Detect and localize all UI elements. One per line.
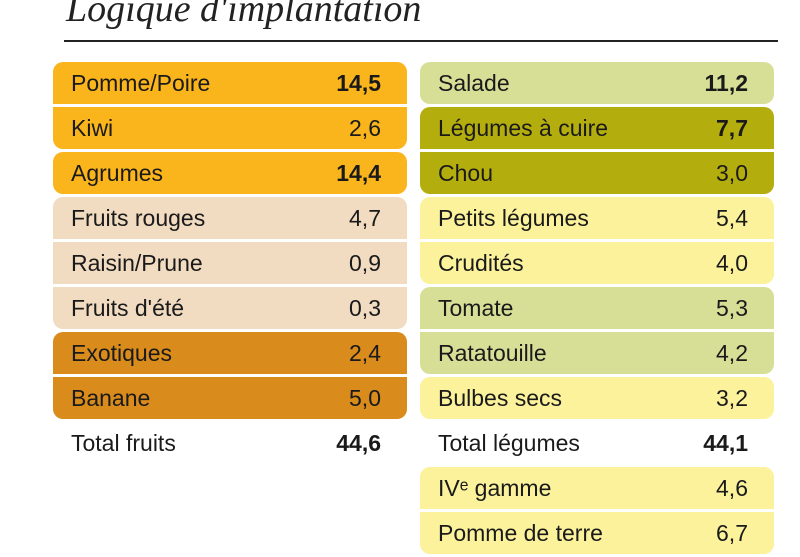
row-value: 5,3 [716, 294, 748, 321]
row-label: Chou [438, 159, 493, 186]
row-label: Kiwi [71, 114, 114, 141]
row-value: 3,2 [716, 384, 748, 411]
table-row: Kiwi 2,6 [53, 107, 407, 149]
row-label: Salade [438, 69, 510, 96]
row-value: 4,0 [716, 249, 748, 276]
row-value: 6,7 [716, 519, 748, 546]
row-value: 44,1 [703, 429, 748, 456]
row-label: Crudités [438, 249, 524, 276]
row-value: 44,6 [336, 429, 381, 456]
table-row: Pomme/Poire 14,5 [53, 62, 407, 104]
row-label: Banane [71, 384, 151, 411]
row-value: 11,2 [704, 69, 749, 96]
title-rule [64, 40, 778, 42]
row-value: 5,0 [349, 384, 381, 411]
row-value: 4,7 [349, 204, 381, 231]
row-label: Légumes à cuire [438, 114, 609, 141]
table-row: Ratatouille 4,2 [420, 332, 774, 374]
row-value: 14,5 [336, 69, 381, 96]
row-label: Total légumes [438, 429, 580, 456]
table-row: Fruits rouges 4,7 [53, 197, 407, 239]
row-label: Petits légumes [438, 204, 589, 231]
table-row: Raisin/Prune 0,9 [53, 242, 407, 284]
table-row: Agrumes 14,4 [53, 152, 407, 194]
row-label: Fruits rouges [71, 204, 206, 231]
table-row: Crudités 4,0 [420, 242, 774, 284]
row-value: 4,6 [716, 474, 748, 501]
row-value: 4,2 [716, 339, 748, 366]
table-row: Petits légumes 5,4 [420, 197, 774, 239]
vegetables-column: Salade 11,2 Légumes à cuire 7,7 Chou 3,0 Petit… [420, 62, 774, 557]
table-row: Salade 11,2 [420, 62, 774, 104]
table-row: Chou 3,0 [420, 152, 774, 194]
total-row: Total légumes 44,1 [420, 422, 774, 464]
row-label: Total fruits [71, 429, 176, 456]
row-value: 3,0 [716, 159, 748, 186]
total-row: Total fruits 44,6 [53, 422, 407, 464]
row-value: 0,9 [349, 249, 381, 276]
row-label: Fruits d'été [71, 294, 185, 321]
fruits-column: Pomme/Poire 14,5 Kiwi 2,6 Agrumes 14,4 Fruits … [53, 62, 407, 467]
row-value: 5,4 [716, 204, 748, 231]
table-row: Bulbes secs 3,2 [420, 377, 774, 419]
row-label: Pomme/Poire [71, 69, 211, 96]
row-value: 2,6 [349, 114, 381, 141]
row-label: Tomate [438, 294, 514, 321]
row-label: Pomme de terre [438, 519, 603, 546]
row-label: Bulbes secs [438, 384, 563, 411]
row-label: Ratatouille [438, 339, 547, 366]
table-row: Exotiques 2,4 [53, 332, 407, 374]
row-value: 7,7 [716, 114, 748, 141]
row-value: 0,3 [349, 294, 381, 321]
row-label: Agrumes [71, 159, 164, 186]
table-row: Pomme de terre 6,7 [420, 512, 774, 554]
row-value: 2,4 [349, 339, 381, 366]
row-label: Raisin/Prune [71, 249, 203, 276]
row-label: IVᵉ gamme [438, 474, 552, 501]
row-label: Exotiques [71, 339, 173, 366]
table-row: Tomate 5,3 [420, 287, 774, 329]
table-row: IVᵉ gamme 4,6 [420, 467, 774, 509]
chart-title: Logique d'implantation [66, 0, 422, 30]
table-row: Banane 5,0 [53, 377, 407, 419]
table-row: Légumes à cuire 7,7 [420, 107, 774, 149]
table-row: Fruits d'été 0,3 [53, 287, 407, 329]
row-value: 14,4 [336, 159, 381, 186]
